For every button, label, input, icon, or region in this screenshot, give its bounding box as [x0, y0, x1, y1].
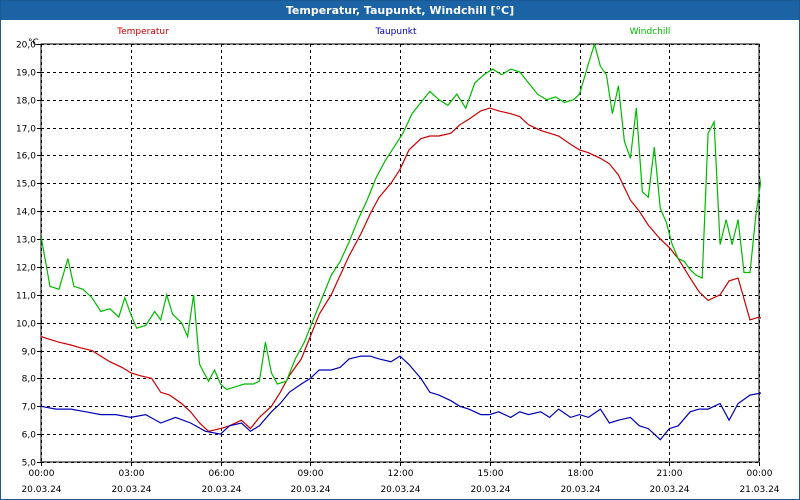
x-tick-time-label: 21:00 — [657, 469, 683, 479]
x-tick-time-label: 18:00 — [568, 469, 594, 479]
y-tick-label: 7,0 — [22, 403, 37, 413]
x-tick-date-label: 20.03.24 — [470, 485, 510, 495]
series-line-taupunkt — [41, 355, 761, 441]
y-axis-label: °C — [28, 38, 39, 48]
legend-entry-windchill: Windchill — [630, 27, 671, 37]
y-tick-label: 9,0 — [22, 348, 37, 358]
x-tick-time-label: 15:00 — [478, 469, 504, 479]
x-tick-date-label: 20.03.24 — [21, 485, 61, 495]
x-tick-date-label: 20.03.24 — [560, 485, 600, 495]
y-tick-label: 18,0 — [16, 97, 36, 107]
x-tick-time-label: 06:00 — [209, 469, 235, 479]
window-title: Temperatur, Taupunkt, Windchill [°C] — [1, 1, 799, 20]
grid — [41, 44, 760, 463]
legend-entry-taupunkt: Taupunkt — [374, 27, 417, 37]
y-tick-label: 5,0 — [22, 459, 37, 469]
x-tick-time-label: 12:00 — [388, 469, 414, 479]
y-tick-label: 11,0 — [16, 292, 36, 302]
series-line-temperatur — [41, 107, 761, 432]
legend-entry-temperatur: Temperatur — [116, 27, 169, 37]
x-tick-time-label: 00:00 — [747, 469, 773, 479]
y-tick-label: 12,0 — [16, 264, 36, 274]
legend: Temperatur Taupunkt Windchill — [116, 27, 670, 37]
x-tick-date-label: 20.03.24 — [201, 485, 241, 495]
axes: 5,0 6,0 7,0 8,0 9,0 10,0 11,0 12,0 13,0 14,0 15,0 1… — [16, 38, 780, 495]
x-tick-date-label: 20.03.24 — [290, 485, 330, 495]
y-tick-label: 8,0 — [22, 375, 37, 385]
x-tick-time-label: 09:00 — [298, 469, 324, 479]
x-tick-date-label: 20.03.24 — [111, 485, 151, 495]
y-tick-label: 19,0 — [16, 69, 36, 79]
y-tick-label: 14,0 — [16, 208, 36, 218]
series-lines — [41, 44, 761, 441]
y-tick-label: 15,0 — [16, 180, 36, 190]
y-tick-label: 20,0 — [16, 41, 36, 51]
y-tick-label: 17,0 — [16, 125, 36, 135]
x-tick-date-label: 20.03.24 — [380, 485, 420, 495]
y-tick-label: 13,0 — [16, 236, 36, 246]
y-tick-label: 10,0 — [16, 320, 36, 330]
x-tick-date-label: 21.03.24 — [739, 485, 779, 495]
x-tick-date-label: 20.03.24 — [649, 485, 689, 495]
y-tick-label: 6,0 — [22, 431, 37, 441]
series-line-windchill — [41, 44, 761, 391]
x-tick-time-label: 03:00 — [119, 469, 145, 479]
y-tick-label: 16,0 — [16, 152, 36, 162]
x-tick-time-label: 00:00 — [29, 469, 55, 479]
